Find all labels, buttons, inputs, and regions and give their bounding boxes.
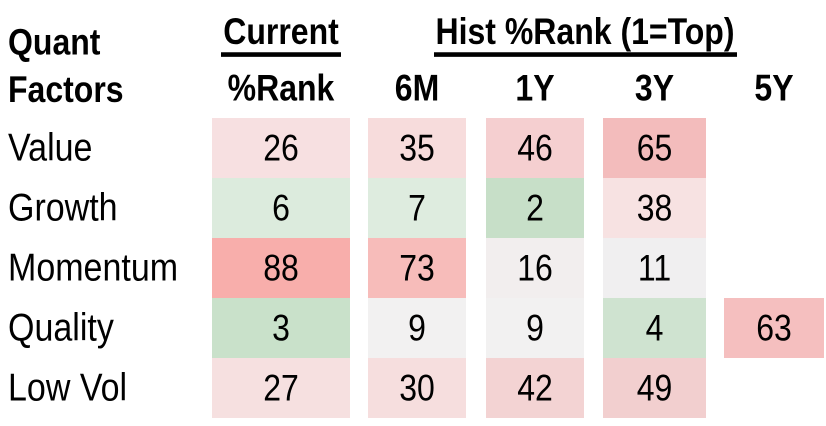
rank-value: 26 — [263, 126, 299, 169]
rank-cell: 4 — [603, 298, 706, 358]
rank-cell: 16 — [486, 238, 584, 298]
current-group-header: Current — [212, 12, 350, 57]
rank-cell: 27 — [212, 358, 350, 418]
rank-value: 27 — [263, 366, 299, 409]
rank-value: 35 — [399, 126, 435, 169]
rank-value: 65 — [636, 126, 673, 169]
rank-value: 6 — [272, 186, 290, 229]
rank-cell: 9 — [486, 298, 584, 358]
rank-cell: 6 — [212, 178, 350, 238]
table-title: Quant Factors — [8, 19, 124, 113]
rank-cell: 65 — [603, 118, 706, 178]
hist-subheader-5y: 5Y — [754, 67, 794, 109]
rank-cell: 38 — [603, 178, 706, 238]
rank-cell: 26 — [212, 118, 350, 178]
rank-value: 7 — [408, 186, 426, 229]
rank-value: 49 — [636, 366, 673, 409]
rank-value: 46 — [517, 126, 553, 169]
rank-value: 42 — [517, 366, 553, 409]
rank-value: 11 — [637, 246, 672, 289]
hist-subheader-6m: 6M — [394, 67, 440, 109]
row-label-quality: Quality — [8, 306, 114, 350]
hist-group-label: Hist %Rank (1=Top) — [433, 12, 737, 57]
rank-cell: 30 — [368, 358, 466, 418]
rank-value: 73 — [399, 246, 435, 289]
rank-cell: 35 — [368, 118, 466, 178]
rank-cell: 9 — [368, 298, 466, 358]
rank-cell: 42 — [486, 358, 584, 418]
row-label-momentum: Momentum — [8, 246, 179, 290]
rank-value: 2 — [526, 186, 544, 229]
rank-cell: 63 — [724, 298, 824, 358]
rank-value: 9 — [408, 306, 426, 349]
rank-value: 9 — [526, 306, 544, 349]
hist-subheader-1y: 1Y — [515, 67, 555, 109]
rank-cell: 2 — [486, 178, 584, 238]
rank-value: 16 — [517, 246, 553, 289]
title-line-quant: Quant — [8, 21, 101, 63]
title-line-factors: Factors — [8, 68, 124, 110]
rank-value: 3 — [272, 306, 290, 349]
rank-cell: 11 — [603, 238, 706, 298]
current-group-label: Current — [221, 12, 341, 57]
rank-value: 88 — [263, 246, 299, 289]
row-label-growth: Growth — [8, 186, 118, 230]
rank-cell: 46 — [486, 118, 584, 178]
rank-value: 30 — [399, 366, 435, 409]
rank-cell: 3 — [212, 298, 350, 358]
rank-value: 63 — [756, 306, 792, 349]
rank-cell: 49 — [603, 358, 706, 418]
row-label-low-vol: Low Vol — [8, 366, 128, 410]
hist-subheader-3y: 3Y — [634, 67, 675, 109]
rank-value: 4 — [645, 306, 664, 349]
rank-cell: 7 — [368, 178, 466, 238]
rank-value: 38 — [636, 186, 673, 229]
rank-cell: 88 — [212, 238, 350, 298]
current-subheader-percent-rank: %Rank — [227, 67, 335, 109]
rank-cell: 73 — [368, 238, 466, 298]
row-label-value: Value — [8, 126, 93, 170]
hist-group-header: Hist %Rank (1=Top) — [360, 12, 810, 57]
